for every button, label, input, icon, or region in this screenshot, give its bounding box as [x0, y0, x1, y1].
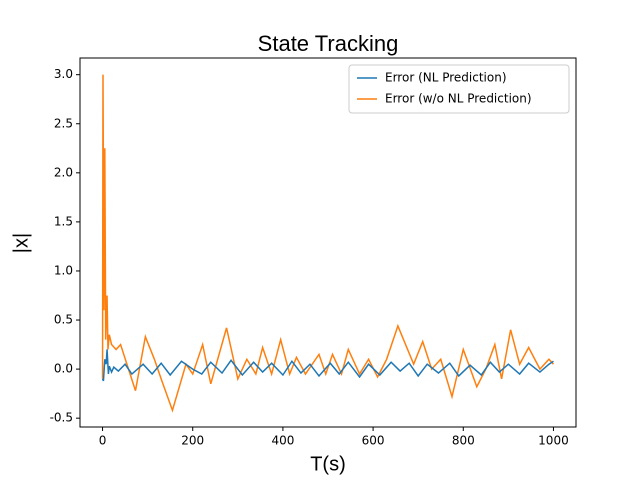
y-tick-label: 3.0: [54, 67, 73, 81]
y-tick-label: 1.0: [54, 263, 73, 277]
legend-box: [348, 64, 570, 114]
x-axis-label: T(s): [310, 453, 346, 475]
x-tick-label: 200: [181, 434, 204, 448]
y-tick-label: 1.5: [54, 214, 73, 228]
y-tick-label: 2.5: [54, 116, 73, 130]
chart-title: State Tracking: [258, 31, 399, 56]
plot-frame: [79, 57, 577, 428]
legend-label: Error (w/o NL Prediction): [385, 92, 532, 106]
x-tick-label: 0: [99, 434, 107, 448]
y-tick-label: 2.0: [54, 165, 73, 179]
x-tick-label: 1000: [538, 434, 569, 448]
y-axis-label: |x|: [10, 233, 32, 253]
legend-label: Error (NL Prediction): [385, 71, 507, 85]
x-tick-label: 800: [452, 434, 475, 448]
y-tick-label: 0.5: [54, 313, 73, 327]
x-tick-label: 600: [362, 434, 385, 448]
line-series: [101, 74, 555, 413]
y-tick-label: -0.5: [50, 411, 73, 425]
y-tick-label: 0.0: [54, 362, 73, 376]
line-series: [101, 349, 554, 382]
x-tick-label: 400: [271, 434, 294, 448]
